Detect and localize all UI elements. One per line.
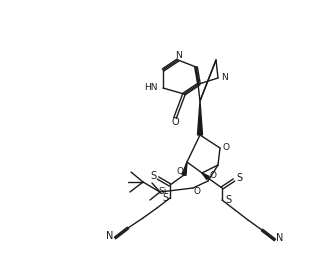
Text: N: N (222, 74, 228, 83)
Text: S: S (225, 195, 231, 205)
Text: O: O (210, 172, 216, 181)
Text: O: O (171, 117, 179, 127)
Text: O: O (223, 143, 229, 152)
Text: S: S (236, 173, 242, 183)
Text: N: N (106, 231, 114, 241)
Text: S: S (150, 171, 156, 181)
Text: N: N (175, 51, 181, 60)
Text: O: O (177, 167, 183, 176)
Text: Si: Si (159, 188, 167, 197)
Polygon shape (202, 173, 209, 180)
Polygon shape (182, 162, 187, 175)
Text: N: N (276, 233, 284, 243)
Polygon shape (198, 101, 202, 135)
Text: HN: HN (145, 84, 158, 93)
Text: O: O (193, 187, 201, 196)
Text: S: S (162, 193, 168, 203)
